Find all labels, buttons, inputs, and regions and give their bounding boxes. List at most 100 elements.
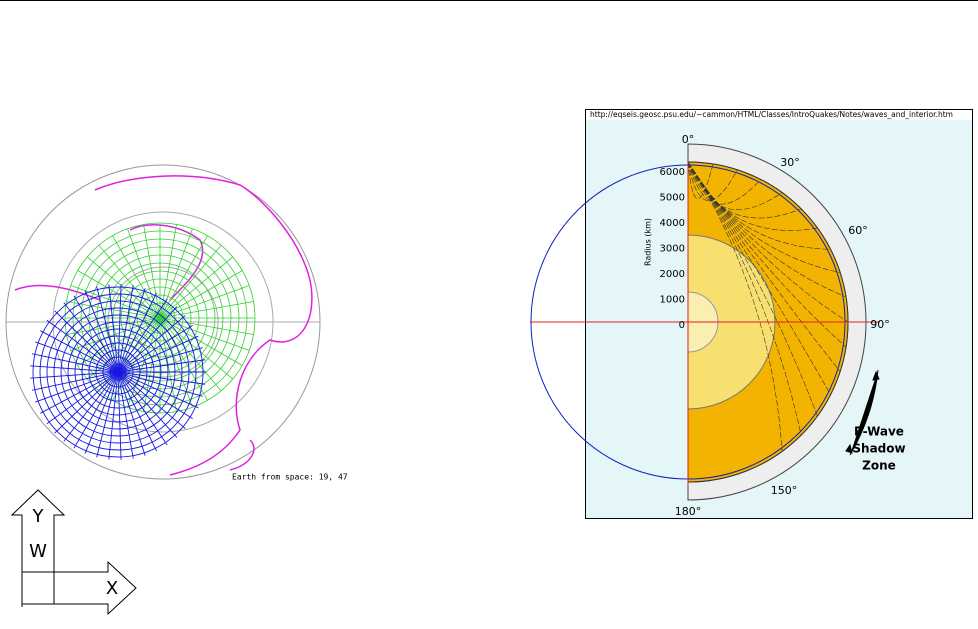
blue-grid <box>84 371 119 454</box>
blue-grid <box>117 292 157 373</box>
blue-grid <box>73 371 119 449</box>
blue-grid <box>96 371 119 458</box>
radius-label: 4000 <box>660 218 685 229</box>
blue-grid <box>117 371 178 438</box>
green-grid <box>70 317 161 351</box>
ucs-w: W <box>29 541 47 562</box>
green-grid <box>159 244 222 319</box>
blue-grid <box>117 335 199 373</box>
blue-grid <box>117 371 146 456</box>
ucs-icon <box>10 489 137 616</box>
blue-grid <box>117 298 168 373</box>
shadow-zone-label: P-Wave Shadow Zone <box>852 425 905 473</box>
figure-url: http://eqseis.geosc.psu.edu/~cammon/HTML… <box>590 110 953 119</box>
green-grid <box>159 235 208 319</box>
globe-caption: Earth from space: 19, 47 <box>232 473 348 482</box>
blue-grid <box>117 371 134 459</box>
shadow-zone-arrow <box>845 369 880 456</box>
blue-grid <box>40 330 119 373</box>
blue-grid <box>117 371 186 429</box>
green-grid <box>159 285 250 319</box>
blue-grid <box>117 371 193 420</box>
blue-grid <box>117 371 122 460</box>
blue-grid <box>108 284 119 373</box>
url-bar <box>586 110 972 120</box>
angle-label: 150° <box>771 484 798 497</box>
blue-grid <box>117 359 206 373</box>
angle-label: 30° <box>780 156 800 169</box>
radius-label: 1000 <box>660 295 685 306</box>
green-grid <box>159 317 254 335</box>
shadow-zone-text: Zone <box>862 459 896 473</box>
blue-grid <box>63 371 119 442</box>
green-grid <box>159 228 193 319</box>
green-grid <box>159 317 234 380</box>
green-grid <box>159 317 193 408</box>
ray-path <box>687 161 783 210</box>
green-grid <box>127 317 161 408</box>
shadow-zone-text: P-Wave <box>854 425 904 439</box>
blue-grid <box>117 285 134 373</box>
ray-path <box>687 161 818 231</box>
blue-grid <box>31 371 119 391</box>
blue-grid <box>35 341 119 373</box>
radius-label: 0 <box>679 320 685 331</box>
radius-label: 3000 <box>660 244 685 255</box>
blue-grid <box>73 295 119 373</box>
blue-grid <box>117 324 193 373</box>
blue-grid <box>54 371 119 434</box>
blue-grid <box>30 365 119 373</box>
ray-path <box>687 161 802 219</box>
blue-grid <box>63 302 119 373</box>
blue-grid <box>117 315 186 373</box>
blue-grid <box>117 371 199 409</box>
blue-grid <box>108 371 119 460</box>
blue-grid <box>117 371 203 397</box>
blue-grid <box>30 371 119 379</box>
green-grid <box>159 301 254 319</box>
blue-grid <box>54 310 119 373</box>
radius-label: 5000 <box>660 193 685 204</box>
ray-path <box>687 161 818 417</box>
ray-path <box>687 161 831 250</box>
ucs-x: X <box>106 578 118 599</box>
angle-labels: 0° 30° 60° 90° 150° 180° <box>675 133 890 518</box>
ray-path <box>687 161 847 348</box>
blue-grid <box>40 371 119 414</box>
shadow-zone-text: Shadow <box>852 442 905 456</box>
blue-grid <box>46 371 119 425</box>
blue-grid <box>31 353 119 373</box>
blue-grid <box>96 286 119 373</box>
green-grid <box>159 317 222 392</box>
blue-grid <box>84 290 119 373</box>
ray-path <box>687 161 802 436</box>
coastlines <box>14 175 313 476</box>
green-grid <box>159 317 243 366</box>
angle-label: 180° <box>675 505 702 518</box>
radius-label: 2000 <box>660 269 685 280</box>
ray-path <box>687 161 714 199</box>
green-grid <box>159 317 250 351</box>
angle-label: 60° <box>848 224 868 237</box>
green-grid <box>159 224 177 319</box>
radius-labels: 6000 5000 4000 3000 2000 1000 0 <box>660 167 685 331</box>
blue-grid <box>117 371 157 452</box>
ray-path <box>687 161 738 201</box>
angle-label: 90° <box>870 318 890 331</box>
green-grid <box>159 256 234 319</box>
ucs-y: Y <box>32 506 45 527</box>
ray-path <box>687 161 831 395</box>
radius-axis-title: Radius (km) <box>644 218 653 266</box>
angle-label: 0° <box>682 133 695 146</box>
green-grid <box>143 224 161 319</box>
blue-grid <box>117 371 168 446</box>
blue-grid <box>117 288 146 373</box>
green-grid <box>66 301 161 319</box>
ray-path <box>687 161 841 372</box>
blue-grid <box>117 284 122 373</box>
ray-path <box>687 161 783 452</box>
radius-label: 6000 <box>660 167 685 178</box>
globe <box>5 164 321 480</box>
